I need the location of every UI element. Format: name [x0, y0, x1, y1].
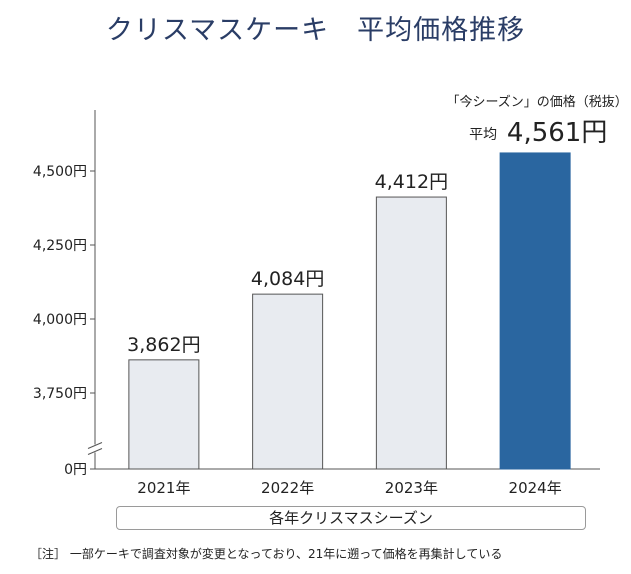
data-label: 4,412円 — [375, 171, 448, 193]
bar-2022年 — [252, 293, 324, 470]
footnote: ［注］ 一部ケーキで調査対象が変更となっており、21年に遡って価格を再集計してい… — [30, 547, 503, 561]
x-tick-label: 2021年 — [137, 479, 190, 497]
highlight-annotation-caption: 「今シーズン」の価格（税抜） — [446, 94, 627, 110]
data-label: 4,084円 — [251, 268, 324, 290]
bar-2023年 — [375, 196, 447, 470]
data-label: 3,862円 — [127, 334, 200, 356]
x-tick-label: 2022年 — [261, 479, 314, 497]
chart-title: クリスマスケーキ 平均価格推移 — [105, 15, 526, 46]
x-tick-label: 2023年 — [385, 479, 438, 497]
y-tick-label: 4,000円 — [33, 312, 87, 328]
data-label-highlight: 4,561円 — [507, 118, 607, 148]
y-tick-label: 4,250円 — [33, 238, 87, 254]
y-tick-label: 4,500円 — [33, 164, 87, 180]
axis-break-mark — [87, 448, 103, 455]
bar-2021年 — [128, 359, 200, 470]
highlight-annotation-prefix: 平均 — [469, 127, 497, 143]
bar-2024年 — [499, 152, 571, 470]
axis-break-gap — [88, 444, 102, 453]
x-axis-title: 各年クリスマスシーズン — [116, 506, 586, 530]
x-tick-label: 2024年 — [509, 479, 562, 497]
axis-break-mark — [87, 442, 103, 449]
y-tick-label: 3,750円 — [33, 386, 87, 402]
y-tick-label: 0円 — [64, 462, 87, 478]
